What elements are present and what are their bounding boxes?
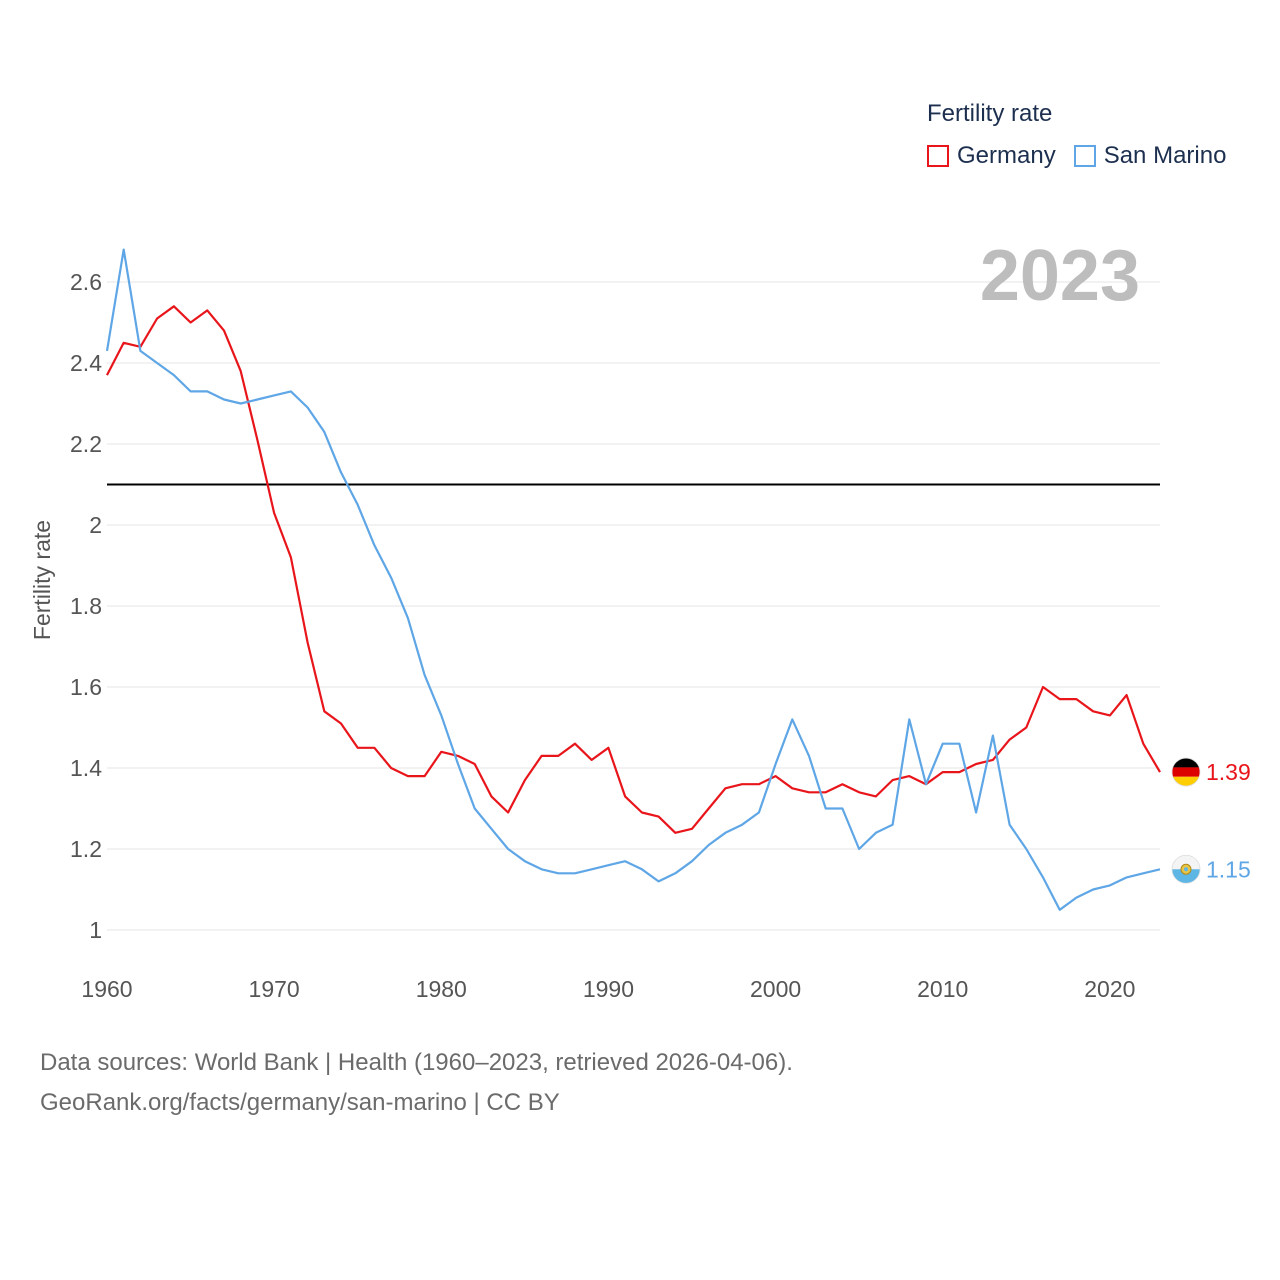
x-tick-label: 2020 xyxy=(1084,976,1135,1002)
x-tick-label: 1980 xyxy=(416,976,467,1002)
current-year-label: 2023 xyxy=(980,236,1140,316)
legend-label-san-marino: San Marino xyxy=(1103,142,1227,169)
x-tick-label: 1970 xyxy=(249,976,300,1002)
y-tick-label: 2.4 xyxy=(70,350,102,376)
germany-flag-icon xyxy=(1171,757,1201,787)
line-chart: 1 1.2 1.4 1.6 1.8 2 2.2 2.4 2.6 1960 1970 1980 1990… xyxy=(29,236,1251,1002)
footer-sources: Data sources: World Bank | Health (1960–… xyxy=(40,1049,793,1076)
end-markers: 1.39 1.15 xyxy=(1171,757,1251,884)
x-tick-label: 2010 xyxy=(917,976,968,1002)
x-tick-label: 1960 xyxy=(81,976,132,1002)
grid-lines xyxy=(107,281,1160,931)
legend-item-san-marino[interactable]: San Marino xyxy=(1073,142,1227,170)
legend: Germany San Marino xyxy=(927,142,1244,170)
x-tick-label: 2000 xyxy=(750,976,801,1002)
footer-link[interactable]: GeoRank.org/facts/germany/san-marino | C… xyxy=(40,1089,560,1116)
y-tick-label: 2 xyxy=(89,512,102,538)
y-tick-label: 2.6 xyxy=(70,269,102,295)
y-tick-label: 2.2 xyxy=(70,431,102,457)
y-tick-label: 1.8 xyxy=(70,593,102,619)
series-line-san-marino xyxy=(105,248,1161,911)
y-tick-label: 1.2 xyxy=(70,836,102,862)
legend-item-germany[interactable]: Germany xyxy=(927,142,1056,170)
san-marino-flag-icon xyxy=(1171,854,1201,884)
x-tick-label: 1990 xyxy=(583,976,634,1002)
legend-title: Fertility rate xyxy=(927,100,1053,127)
y-tick-label: 1.4 xyxy=(70,755,102,781)
y-tick-label: 1.6 xyxy=(70,674,102,700)
series-lines xyxy=(105,248,1161,911)
legend-label-germany: Germany xyxy=(957,142,1056,169)
end-value-label-san-marino: 1.15 xyxy=(1206,856,1251,882)
legend-swatch-san-marino xyxy=(1073,145,1096,167)
legend-swatch-germany xyxy=(927,145,949,167)
y-tick-labels: 1 1.2 1.4 1.6 1.8 2 2.2 2.4 2.6 xyxy=(70,269,102,943)
series-line-germany xyxy=(106,305,1161,834)
end-value-label-germany: 1.39 xyxy=(1206,759,1251,785)
y-axis-label: Fertility rate xyxy=(29,520,55,640)
y-tick-label: 1 xyxy=(89,917,102,943)
footer: Data sources: World Bank | Health (1960–… xyxy=(40,1043,793,1123)
x-tick-labels: 1960 1970 1980 1990 2000 2010 2020 xyxy=(81,976,1135,1002)
